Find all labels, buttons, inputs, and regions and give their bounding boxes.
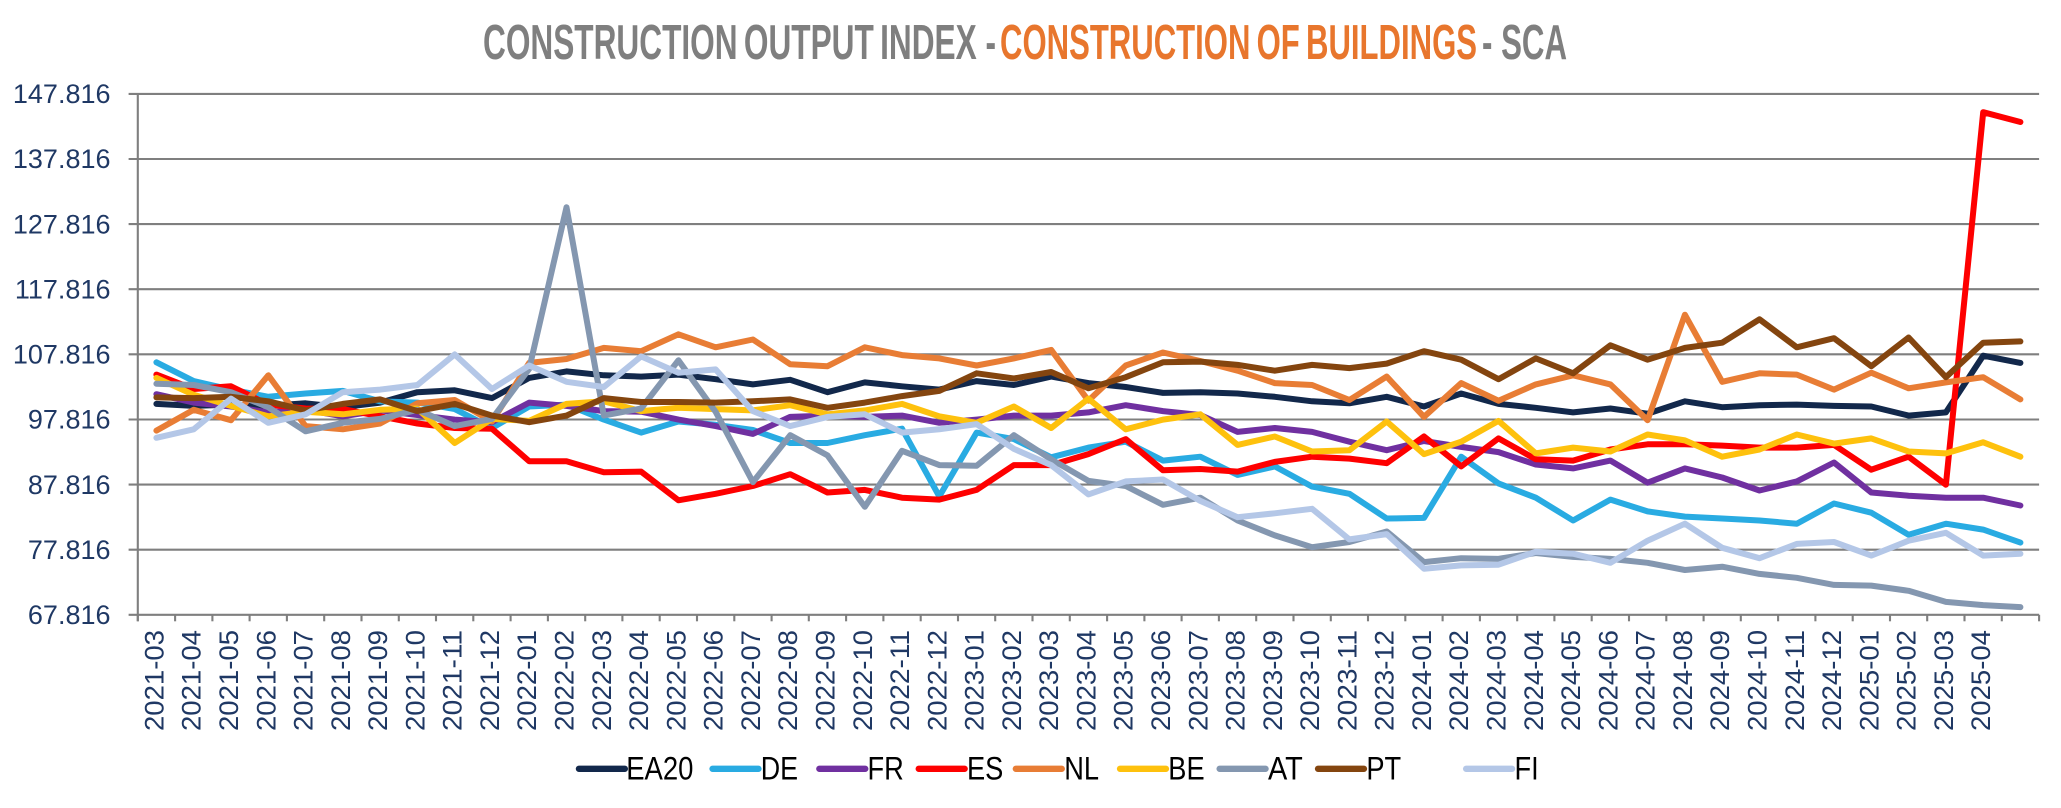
svg-text:2022-05: 2022-05 — [661, 630, 691, 731]
svg-text:DE: DE — [761, 751, 798, 787]
svg-text:NL: NL — [1064, 751, 1099, 787]
svg-text:107.816: 107.816 — [13, 340, 111, 370]
svg-text:67.816: 67.816 — [28, 600, 111, 630]
svg-text:2021-03: 2021-03 — [139, 630, 169, 731]
svg-text:ES: ES — [967, 751, 1003, 787]
svg-text:2022-03: 2022-03 — [587, 630, 617, 731]
svg-text:CONSTRUCTION OF BUILDINGS: CONSTRUCTION OF BUILDINGS — [1000, 16, 1477, 70]
svg-text:2023-03: 2023-03 — [1034, 630, 1064, 731]
svg-text:2021-12: 2021-12 — [475, 630, 505, 731]
svg-text:2022-10: 2022-10 — [848, 630, 878, 731]
svg-text:2023-09: 2023-09 — [1258, 630, 1288, 731]
svg-text:CONSTRUCTION OUTPUT INDEX -: CONSTRUCTION OUTPUT INDEX - — [483, 16, 996, 70]
svg-text:2021-11: 2021-11 — [438, 630, 468, 731]
svg-text:87.816: 87.816 — [28, 470, 111, 500]
svg-text:2021-07: 2021-07 — [289, 630, 319, 731]
svg-text:2024-08: 2024-08 — [1668, 630, 1698, 731]
svg-text:FR: FR — [868, 751, 904, 787]
svg-text:2022-01: 2022-01 — [512, 630, 542, 731]
svg-text:2021-04: 2021-04 — [177, 630, 207, 731]
svg-text:BE: BE — [1168, 751, 1204, 787]
svg-text:2023-04: 2023-04 — [1071, 630, 1101, 731]
svg-text:2022-12: 2022-12 — [922, 630, 952, 731]
svg-text:2023-05: 2023-05 — [1109, 630, 1139, 731]
svg-text:2025-02: 2025-02 — [1892, 630, 1922, 731]
svg-text:2023-08: 2023-08 — [1221, 630, 1251, 731]
svg-text:2023-06: 2023-06 — [1146, 630, 1176, 731]
svg-text:2023-02: 2023-02 — [997, 630, 1027, 731]
svg-text:2024-10: 2024-10 — [1743, 630, 1773, 731]
svg-text:2024-09: 2024-09 — [1705, 630, 1735, 731]
svg-text:2022-04: 2022-04 — [624, 630, 654, 731]
svg-text:2021-06: 2021-06 — [251, 630, 281, 731]
svg-text:2024-12: 2024-12 — [1817, 630, 1847, 731]
svg-text:EA20: EA20 — [626, 751, 693, 787]
svg-text:147.816: 147.816 — [13, 79, 111, 109]
svg-text:PT: PT — [1366, 751, 1401, 787]
svg-text:2021-10: 2021-10 — [400, 630, 430, 731]
svg-text:117.816: 117.816 — [15, 274, 111, 304]
svg-text:2024-07: 2024-07 — [1631, 630, 1661, 731]
svg-text:2025-04: 2025-04 — [1966, 630, 1996, 731]
svg-text:2024-06: 2024-06 — [1593, 630, 1623, 731]
svg-text:2021-09: 2021-09 — [363, 630, 393, 731]
svg-text:2021-05: 2021-05 — [214, 630, 244, 731]
svg-text:2022-07: 2022-07 — [736, 630, 766, 731]
svg-text:2023-01: 2023-01 — [960, 630, 990, 731]
svg-text:2022-11: 2022-11 — [885, 630, 915, 731]
svg-text:2025-03: 2025-03 — [1929, 630, 1959, 731]
svg-text:2022-09: 2022-09 — [811, 630, 841, 731]
svg-text:2023-12: 2023-12 — [1370, 630, 1400, 731]
svg-text:137.816: 137.816 — [13, 144, 111, 174]
svg-text:2024-11: 2024-11 — [1780, 630, 1810, 731]
svg-text:2024-05: 2024-05 — [1556, 630, 1586, 731]
svg-text:97.816: 97.816 — [28, 405, 111, 435]
svg-text:2022-02: 2022-02 — [550, 630, 580, 731]
svg-text:2024-04: 2024-04 — [1519, 630, 1549, 731]
svg-text:- SCA: - SCA — [1482, 16, 1567, 70]
svg-text:127.816: 127.816 — [13, 209, 111, 239]
svg-text:2021-08: 2021-08 — [326, 630, 356, 731]
svg-text:AT: AT — [1268, 751, 1303, 787]
svg-text:2022-06: 2022-06 — [699, 630, 729, 731]
svg-text:2022-08: 2022-08 — [773, 630, 803, 731]
svg-text:2023-10: 2023-10 — [1295, 630, 1325, 731]
svg-text:FI: FI — [1515, 751, 1539, 787]
svg-text:2025-01: 2025-01 — [1854, 630, 1884, 731]
svg-text:2024-02: 2024-02 — [1444, 630, 1474, 731]
svg-text:77.816: 77.816 — [28, 535, 111, 565]
svg-text:2023-07: 2023-07 — [1183, 630, 1213, 731]
svg-text:2023-11: 2023-11 — [1332, 630, 1362, 731]
svg-text:2024-01: 2024-01 — [1407, 630, 1437, 731]
svg-text:2024-03: 2024-03 — [1482, 630, 1512, 731]
